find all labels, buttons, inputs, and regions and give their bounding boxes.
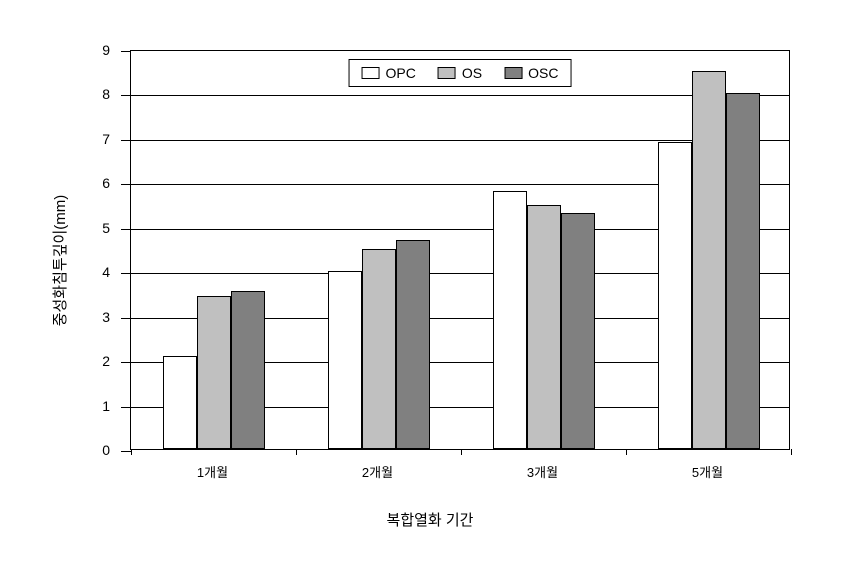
x-tick: [131, 449, 132, 455]
legend-swatch-os: [438, 67, 456, 79]
legend-label: OS: [462, 65, 482, 81]
x-tick-label: 2개월: [328, 462, 428, 481]
bar-opc: [493, 191, 527, 449]
x-tick: [626, 449, 627, 455]
x-tick: [296, 449, 297, 455]
y-tick: [121, 95, 131, 96]
y-tick: [121, 362, 131, 363]
bar-os: [692, 71, 726, 449]
x-tick-label: 5개월: [658, 462, 758, 481]
bar-osc: [396, 240, 430, 449]
bar-opc: [328, 271, 362, 449]
plot-area: OPC OS OSC: [130, 50, 790, 450]
y-tick: [121, 451, 131, 452]
x-tick-label: 1개월: [163, 462, 263, 481]
y-tick-label: 5: [50, 220, 110, 236]
y-tick-label: 7: [50, 131, 110, 147]
y-tick-label: 4: [50, 264, 110, 280]
bar-opc: [658, 142, 692, 449]
x-axis-title: 복합열화 기간: [387, 509, 474, 530]
y-tick: [121, 184, 131, 185]
y-tick-label: 3: [50, 309, 110, 325]
legend-swatch-osc: [504, 67, 522, 79]
gridline: [131, 95, 789, 96]
legend-label: OSC: [528, 65, 558, 81]
legend-swatch-opc: [362, 67, 380, 79]
bar-osc: [561, 213, 595, 449]
x-tick: [461, 449, 462, 455]
y-tick-label: 6: [50, 175, 110, 191]
legend-item-opc: OPC: [362, 65, 416, 81]
y-tick: [121, 51, 131, 52]
y-tick: [121, 273, 131, 274]
y-tick-label: 2: [50, 353, 110, 369]
y-axis-title: 중성화침투깊이(mm): [49, 195, 70, 327]
gridline: [131, 140, 789, 141]
y-tick-label: 1: [50, 398, 110, 414]
legend-item-osc: OSC: [504, 65, 558, 81]
x-tick: [791, 449, 792, 455]
y-tick-label: 0: [50, 442, 110, 458]
bar-os: [197, 296, 231, 449]
bar-opc: [163, 356, 197, 449]
bar-osc: [726, 93, 760, 449]
bar-osc: [231, 291, 265, 449]
y-tick-label: 9: [50, 42, 110, 58]
y-tick: [121, 229, 131, 230]
y-tick: [121, 140, 131, 141]
legend-label: OPC: [386, 65, 416, 81]
y-tick: [121, 318, 131, 319]
legend-item-os: OS: [438, 65, 482, 81]
bar-os: [362, 249, 396, 449]
y-tick-label: 8: [50, 86, 110, 102]
bar-os: [527, 205, 561, 449]
legend: OPC OS OSC: [349, 59, 572, 87]
x-tick-label: 3개월: [493, 462, 593, 481]
bar-chart: OPC OS OSC 중성화침투깊이(mm) 복합열화 기간 0 1 2 3 4 5 6 7 8…: [50, 20, 810, 540]
y-tick: [121, 407, 131, 408]
